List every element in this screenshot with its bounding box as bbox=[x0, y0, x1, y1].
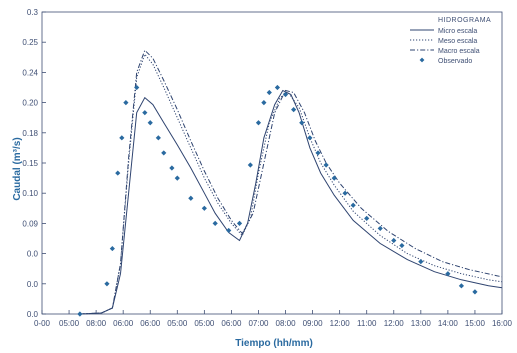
observed-point bbox=[212, 220, 218, 226]
y-tick-label: 0.09 bbox=[22, 219, 38, 228]
observed-point bbox=[399, 242, 405, 249]
observed-point bbox=[266, 89, 272, 96]
observed-point bbox=[226, 227, 232, 234]
x-tick-label: 05:00 bbox=[59, 319, 80, 328]
y-tick-label: 0.20 bbox=[22, 99, 38, 108]
series-line-meso-escala bbox=[79, 53, 503, 315]
x-tick-label: 0-00 bbox=[34, 319, 51, 328]
observed-point bbox=[472, 289, 478, 295]
observed-point bbox=[299, 120, 305, 126]
observed-point bbox=[247, 162, 253, 168]
observed-point bbox=[261, 100, 267, 106]
x-tick-label: 15:00 bbox=[465, 319, 486, 328]
x-tick-label: 13:00 bbox=[411, 319, 432, 328]
observed-point bbox=[119, 135, 125, 141]
observed-point bbox=[147, 120, 153, 126]
observed-point bbox=[142, 110, 148, 116]
observed-point bbox=[109, 245, 115, 252]
observed-point bbox=[291, 107, 297, 113]
legend-marker bbox=[419, 57, 425, 63]
observed-point bbox=[377, 225, 383, 232]
y-tick-label: 0.0 bbox=[27, 310, 39, 319]
x-axis-label: Tiempo (hh/mm) bbox=[235, 338, 313, 349]
x-tick-label: 05:00 bbox=[194, 319, 215, 328]
x-tick-label: 07:00 bbox=[248, 319, 269, 328]
y-tick-label: 0.0 bbox=[27, 280, 39, 289]
observed-point bbox=[331, 175, 337, 181]
observed-point bbox=[315, 150, 321, 156]
observed-point bbox=[123, 100, 129, 106]
observed-point bbox=[391, 237, 397, 244]
observed-point bbox=[418, 259, 424, 265]
legend-entry: Macro escala bbox=[438, 48, 480, 55]
series-line-micro-escala bbox=[79, 89, 503, 315]
x-tick-label: 08:00 bbox=[276, 319, 297, 328]
y-tick-label: 0.15 bbox=[22, 159, 38, 168]
observed-point bbox=[201, 205, 207, 211]
legend-entry: Observado bbox=[438, 58, 472, 65]
observed-point bbox=[323, 162, 329, 168]
legend-entry: Micro escala bbox=[438, 28, 477, 35]
x-tick-label: 06:00 bbox=[113, 319, 134, 328]
observed-point bbox=[342, 190, 348, 196]
observed-point bbox=[236, 220, 243, 226]
x-tick-label: 12:00 bbox=[384, 319, 405, 328]
x-tick-label: 06:00 bbox=[221, 319, 242, 328]
y-tick-label: 0.24 bbox=[22, 68, 38, 77]
observed-point bbox=[115, 170, 121, 176]
series-line-macro-escala bbox=[79, 49, 503, 315]
y-axis-label: Caudal (m³/s) bbox=[12, 137, 23, 200]
y-tick-label: 0.0 bbox=[27, 250, 39, 259]
x-tick-label: 16:00 bbox=[492, 319, 513, 328]
observed-point bbox=[458, 283, 465, 289]
plot-area bbox=[41, 11, 503, 315]
observed-point bbox=[282, 91, 289, 98]
legend-title: HIDROGRAMA bbox=[438, 17, 491, 24]
y-tick-label: 0.18 bbox=[22, 129, 38, 138]
observed-point bbox=[174, 175, 180, 181]
observed-point bbox=[350, 202, 356, 208]
observed-point bbox=[104, 281, 110, 287]
x-tick-label: 06:00 bbox=[140, 319, 161, 328]
x-tick-label: 11:00 bbox=[357, 319, 377, 328]
y-tick-label: 0.10 bbox=[22, 189, 38, 198]
x-tick-label: 14:00 bbox=[438, 319, 459, 328]
observed-point bbox=[274, 84, 281, 91]
observed-point bbox=[364, 215, 370, 221]
observed-point bbox=[161, 150, 167, 156]
x-tick-label: 08:00 bbox=[86, 319, 107, 328]
observed-point bbox=[255, 120, 262, 126]
observed-point bbox=[77, 311, 83, 317]
observed-point bbox=[188, 195, 194, 201]
legend: HIDROGRAMA Micro escala Meso escala Macro e… bbox=[410, 17, 491, 65]
y-tick-label: 0.3 bbox=[27, 8, 39, 17]
y-tick-label: 0.25 bbox=[22, 38, 38, 47]
x-tick-label: 09:00 bbox=[303, 319, 324, 328]
observed-point bbox=[155, 135, 161, 141]
observed-point bbox=[445, 271, 451, 277]
observed-point bbox=[169, 165, 175, 171]
x-tick-label: 05:00 bbox=[167, 319, 188, 328]
observed-point bbox=[307, 135, 313, 141]
legend-entry: Meso escala bbox=[438, 38, 477, 45]
observed-point bbox=[134, 84, 140, 91]
x-tick-label: 12:00 bbox=[330, 319, 351, 328]
